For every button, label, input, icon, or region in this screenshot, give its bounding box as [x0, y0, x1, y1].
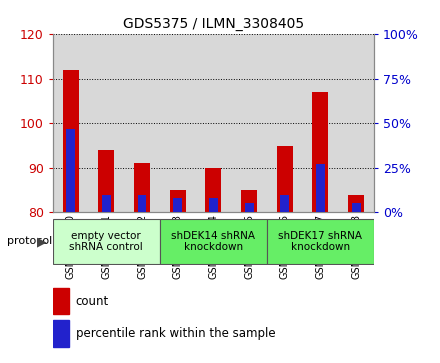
Bar — [88, 34, 124, 212]
Bar — [102, 195, 111, 212]
Bar — [53, 288, 69, 314]
Bar — [138, 195, 147, 212]
Bar — [352, 203, 360, 212]
Text: protocol: protocol — [7, 236, 52, 246]
Text: count: count — [76, 294, 109, 307]
Text: percentile rank within the sample: percentile rank within the sample — [76, 327, 275, 340]
Text: shDEK14 shRNA
knockdown: shDEK14 shRNA knockdown — [172, 231, 255, 252]
Bar — [124, 34, 160, 212]
Bar — [316, 164, 325, 212]
Bar — [160, 219, 267, 264]
Bar — [277, 146, 293, 212]
Bar — [280, 195, 289, 212]
Bar — [195, 34, 231, 212]
Bar — [53, 321, 69, 347]
Bar — [209, 198, 218, 212]
Bar — [267, 34, 303, 212]
Bar — [134, 163, 150, 212]
Bar — [98, 150, 114, 212]
Bar — [205, 168, 221, 212]
Title: GDS5375 / ILMN_3308405: GDS5375 / ILMN_3308405 — [123, 17, 304, 31]
Bar — [231, 34, 267, 212]
Bar — [160, 34, 195, 212]
Bar — [170, 190, 186, 212]
Bar — [62, 70, 79, 212]
Text: empty vector
shRNA control: empty vector shRNA control — [70, 231, 143, 252]
Bar — [348, 195, 364, 212]
Bar — [312, 92, 329, 212]
Bar — [241, 190, 257, 212]
Bar — [53, 34, 88, 212]
Bar — [303, 34, 338, 212]
Bar — [338, 34, 374, 212]
Bar — [267, 219, 374, 264]
Text: shDEK17 shRNA
knockdown: shDEK17 shRNA knockdown — [279, 231, 363, 252]
Bar — [173, 198, 182, 212]
Bar — [53, 219, 160, 264]
Text: ▶: ▶ — [37, 236, 47, 249]
Bar — [245, 203, 253, 212]
Bar — [66, 129, 75, 212]
